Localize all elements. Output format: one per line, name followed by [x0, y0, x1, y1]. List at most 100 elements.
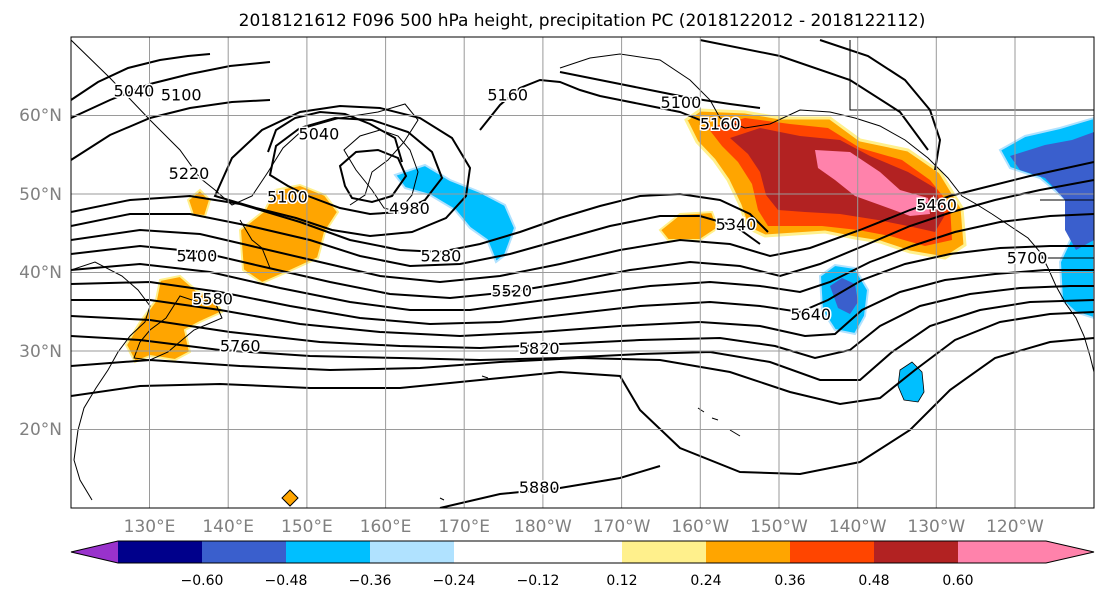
negative-anomaly-west-coast-core — [1010, 132, 1094, 250]
colorbar-bin-1 — [118, 541, 203, 563]
contour-5580 — [71, 245, 1094, 326]
colorbar-tick-2: −0.48 — [265, 573, 308, 589]
contour-5640 — [71, 269, 1094, 338]
contour-label-5580: 5580 — [192, 290, 233, 309]
contour-label-5100: 5100 — [267, 187, 308, 206]
plot-frame — [70, 36, 1095, 509]
contour-label-5100: 5100 — [161, 85, 202, 104]
colorbar-bin-3 — [286, 541, 371, 563]
colorbar-tick-1: −0.60 — [181, 573, 224, 589]
colorbar-tick-6: 0.12 — [606, 573, 637, 589]
colorbar-tick-10: 0.60 — [942, 573, 973, 589]
coastline-japan — [133, 219, 271, 361]
coastline-asia — [71, 39, 419, 501]
colorbar-extend-low — [71, 541, 118, 563]
contour-label-5160: 5160 — [487, 85, 528, 104]
colorbar-bin-8 — [706, 541, 791, 563]
x-axis-ticks: 130°E 140°E 150°E 160°E 170°E 180°W 170°… — [124, 517, 1044, 537]
contour-label-5100: 5100 — [661, 93, 702, 112]
contour-5040-low — [267, 110, 403, 163]
colorbar-tick-5: −0.12 — [517, 573, 560, 589]
contour-5100-west — [71, 61, 271, 119]
contour-label-5700: 5700 — [1007, 249, 1048, 268]
colorbar-extend-high — [1046, 541, 1094, 563]
contour-5340 — [71, 213, 761, 268]
gridlines — [71, 37, 1094, 508]
contour-5520 — [71, 213, 1094, 311]
contour-label-5640: 5640 — [790, 305, 831, 324]
contour-north-arc — [699, 39, 942, 171]
colorbar-tick-9: 0.48 — [858, 573, 889, 589]
contour-5880-south — [439, 465, 661, 508]
negative-anomaly-subtropical — [897, 361, 925, 403]
contour-label-5280: 5280 — [421, 246, 462, 265]
colorbar-bin-6 — [538, 541, 623, 563]
height-contours — [71, 39, 1094, 508]
x-tick-140E: 140°E — [202, 517, 254, 537]
x-tick-160E: 160°E — [360, 517, 412, 537]
negative-anomaly-okhotsk — [393, 163, 517, 264]
contour-5700 — [71, 285, 1094, 360]
contour-5040-west — [71, 53, 211, 101]
colorbar-tick-7: 0.24 — [690, 573, 721, 589]
x-tick-150W: 150°W — [750, 517, 808, 537]
contour-5220-west — [71, 99, 271, 161]
coastlines — [71, 39, 1094, 501]
positive-anomaly-island — [281, 489, 299, 507]
colorbar-tick-4: −0.24 — [433, 573, 476, 589]
contour-label-4980: 4980 — [389, 199, 430, 218]
contour-5820 — [71, 311, 1094, 406]
colorbar-bin-7 — [622, 541, 707, 563]
colorbar-bin-11 — [958, 541, 1046, 563]
colorbar-tick-3: −0.36 — [349, 573, 392, 589]
x-tick-180W: 180°W — [514, 517, 572, 537]
contour-5400 — [71, 161, 1094, 284]
coastline-alaska — [559, 53, 993, 215]
contour-4980-low — [338, 148, 408, 204]
contour-label-5340: 5340 — [716, 215, 757, 234]
contour-low-ring-1 — [268, 116, 444, 216]
contour-label-5520: 5520 — [491, 282, 532, 301]
chart-title: 2018121612 F096 500 hPa height, precipit… — [239, 11, 926, 31]
colorbar-tick-8: 0.36 — [774, 573, 805, 589]
x-tick-120W: 120°W — [986, 517, 1044, 537]
y-tick-50N: 50°N — [19, 185, 62, 205]
x-tick-170W: 170°W — [593, 517, 651, 537]
contour-label-5460: 5460 — [916, 195, 957, 214]
contour-label-5400: 5400 — [177, 246, 218, 265]
x-tick-130E: 130°E — [124, 517, 176, 537]
contour-label-5760: 5760 — [220, 337, 261, 356]
colorbar-bin-9 — [790, 541, 875, 563]
anomaly-max-gulf-alaska — [815, 150, 930, 216]
y-tick-60N: 60°N — [19, 106, 62, 126]
colorbar: −0.60 −0.48 −0.36 −0.24 −0.12 0.12 0.24 … — [70, 540, 1095, 589]
contour-labels: 5040 5100 5040 5160 5100 5160 5220 5100 4980 5280… — [112, 80, 1049, 498]
colorbar-bin-2 — [202, 541, 287, 563]
y-axis-ticks: 20°N 30°N 40°N 50°N 60°N — [19, 106, 62, 440]
positive-anomaly-small-2 — [658, 210, 720, 241]
x-tick-130W: 130°W — [907, 517, 965, 537]
contour-label-5040: 5040 — [114, 81, 155, 100]
contour-label-5040: 5040 — [299, 125, 340, 144]
contour-5280 — [71, 192, 769, 254]
colorbar-bin-4 — [370, 541, 455, 563]
contour-5760 — [71, 299, 1094, 381]
coastline-kamchatka — [343, 129, 419, 213]
contour-label-5880: 5880 — [519, 478, 560, 497]
contour-label-5220: 5220 — [169, 164, 210, 183]
x-tick-140W: 140°W — [829, 517, 887, 537]
x-tick-170E: 170°E — [438, 517, 490, 537]
contour-5460 — [71, 179, 1094, 300]
contour-label-5820: 5820 — [519, 339, 560, 358]
islands — [439, 375, 741, 501]
y-tick-40N: 40°N — [19, 263, 62, 283]
y-tick-20N: 20°N — [19, 420, 62, 440]
contour-5160-north — [479, 78, 701, 131]
colorbar-outline — [70, 540, 1095, 564]
colorbar-bin-10 — [874, 541, 959, 563]
contour-label-5160: 5160 — [700, 114, 741, 133]
border-lines — [849, 40, 1094, 259]
y-tick-30N: 30°N — [19, 342, 62, 362]
contour-5100-north — [559, 71, 761, 109]
